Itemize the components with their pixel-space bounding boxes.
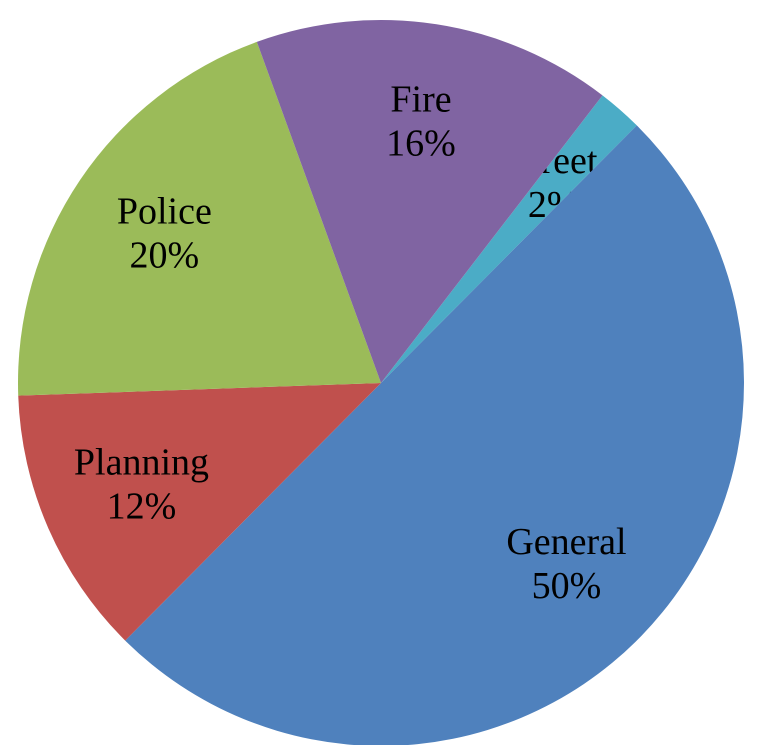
slice-value-label: 20% xyxy=(129,235,199,277)
pie-slice xyxy=(18,383,381,641)
pie-slice xyxy=(125,125,744,745)
pie-slice xyxy=(17,41,381,396)
slice-label: Fire xyxy=(390,78,451,120)
slice-label: Planning xyxy=(74,441,209,483)
slice-label: Police xyxy=(117,191,212,233)
slice-value-label: 16% xyxy=(386,122,456,164)
pie-slice xyxy=(381,95,637,383)
slice-label: General xyxy=(506,521,626,563)
pie-slice xyxy=(256,20,603,384)
slice-value-label: 50% xyxy=(532,565,602,607)
slice-value-label: 12% xyxy=(107,485,177,527)
